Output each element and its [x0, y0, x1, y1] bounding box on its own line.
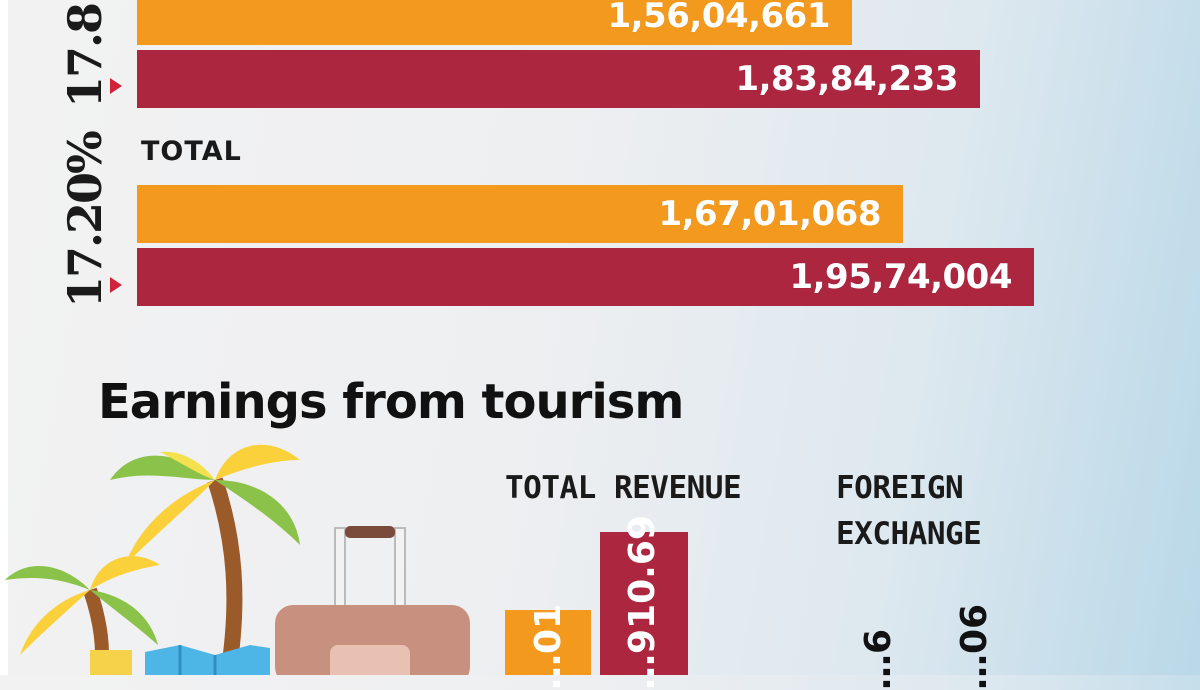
panel-heading-line: TOTAL REVENUE [505, 470, 742, 506]
left-border [0, 0, 8, 675]
travel-illustration [5, 444, 470, 675]
bar-group2-orange: 1,67,01,068 [137, 185, 903, 243]
arrow-icon [110, 277, 122, 293]
percent-label-group1: 17.81% [58, 0, 112, 108]
bar-group1-orange: 1,56,04,661 [137, 0, 852, 45]
panel-heading-line: EXCHANGE [836, 516, 982, 552]
suitcase-icon [275, 526, 470, 675]
vbar-revenue-red [600, 532, 688, 675]
panel-heading-total-revenue: TOTAL REVENUE [505, 465, 742, 511]
map-icon [145, 645, 270, 675]
palm-tree-icon [110, 444, 300, 675]
panel-heading-foreign-exchange: FOREIGN EXCHANGE [836, 465, 982, 557]
fx-orange-label: …6 [858, 628, 899, 690]
palm-tree-icon [5, 556, 160, 675]
section-label-total: TOTAL [141, 136, 242, 167]
bar-group1-red-label: 1,83,84,233 [735, 59, 958, 99]
vbar-revenue-red-label: …910.69 [622, 515, 663, 690]
bag-icon [90, 650, 132, 675]
vbar-revenue-orange [505, 610, 591, 675]
panel-heading-line: FOREIGN [836, 470, 964, 506]
bar-group2-orange-label: 1,67,01,068 [658, 194, 881, 234]
bar-group1-orange-label: 1,56,04,661 [607, 0, 830, 36]
arrow-icon [110, 78, 122, 94]
bar-group1-red: 1,83,84,233 [137, 50, 980, 108]
chart-title: Earnings from tourism [98, 374, 684, 430]
bar-group2-red: 1,95,74,004 [137, 248, 1034, 306]
vbar-revenue-orange-label: …01 [528, 603, 569, 690]
fx-red-label: …06 [954, 603, 995, 690]
percent-label-group2: 17.20% [58, 132, 112, 308]
bar-group2-red-label: 1,95,74,004 [789, 257, 1012, 297]
